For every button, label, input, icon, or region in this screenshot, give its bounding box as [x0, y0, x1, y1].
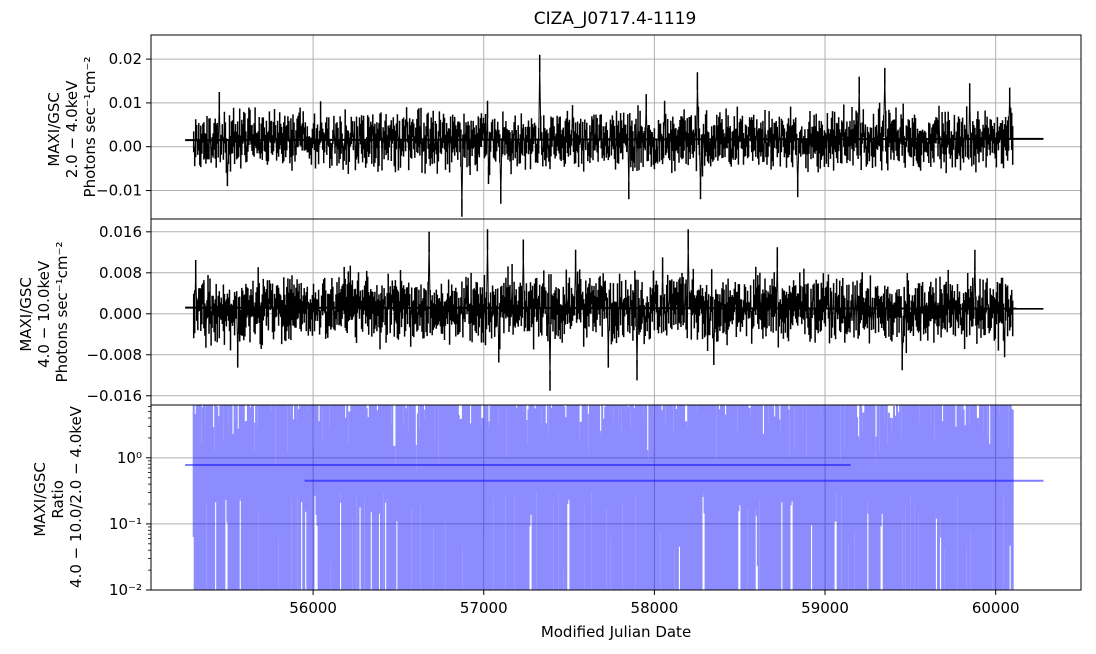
x-tick-label-0: 56000 — [289, 599, 337, 617]
x-tick-label-2: 58000 — [631, 599, 679, 617]
x-tick-label-1: 57000 — [460, 599, 508, 617]
x-tick-label-4: 60000 — [972, 599, 1020, 617]
panel-soft-y-ticks: 0.02 0.01 0.00 −0.01 — [96, 50, 151, 200]
chart-title: CIZA_J0717.4-1119 — [534, 9, 697, 29]
panel-soft-band: 0.02 0.01 0.00 −0.01 MAXI/GSC 2.0 − 4.0keV … — [45, 34, 1082, 220]
x-axis-ticks: 56000 57000 58000 59000 60000 — [289, 590, 1020, 617]
panel-hard-ytick-label-4: −0.016 — [86, 387, 142, 405]
panel-ratio-ylabel-line-3: 4.0 − 10.0/2.0 − 4.0keV — [67, 405, 85, 588]
panel-soft-error-bars — [192, 54, 1014, 217]
x-axis-label: Modified Julian Date — [541, 623, 691, 641]
panel-soft-ylabel: MAXI/GSC 2.0 − 4.0keV Photons sec⁻¹cm⁻² — [45, 57, 99, 198]
panel-soft-ytick-label-2: 0.00 — [109, 138, 142, 156]
panel-hard-ylabel: MAXI/GSC 4.0 − 10.0keV Photons sec⁻¹cm⁻² — [17, 242, 71, 383]
panel-hard-ytick-label-2: 0.000 — [99, 305, 142, 323]
panel-hard-ytick-label-1: 0.008 — [99, 264, 142, 282]
panel-ratio-y-ticks: 10⁰ 10⁻¹ 10⁻² — [109, 406, 151, 599]
panel-hardness-ratio: 10⁰ 10⁻¹ 10⁻² MAXI/GSC Ratio 4.0 − 10.0/2.… — [31, 404, 1082, 599]
panel-soft-mean-line — [185, 137, 1044, 142]
panel-soft-ytick-label-0: 0.02 — [109, 50, 142, 68]
panel-ratio-error-bars — [192, 405, 1014, 590]
panel-ratio-ytick-label-0: 10⁰ — [117, 449, 142, 467]
panel-ratio-series — [185, 405, 1044, 590]
panel-hard-series — [185, 229, 1044, 391]
panel-soft-ytick-label-1: 0.01 — [109, 94, 142, 112]
panel-hard-error-bars — [192, 229, 1014, 391]
panel-hard-ytick-label-0: 0.016 — [99, 223, 142, 241]
panel-ratio-frame — [150, 404, 1082, 591]
panel-ratio-ytick-label-1: 10⁻¹ — [109, 515, 142, 533]
panel-soft-ylabel-line-1: MAXI/GSC — [45, 92, 63, 167]
panel-hard-y-ticks: 0.016 0.008 0.000 −0.008 −0.016 — [86, 223, 151, 405]
panel-hard-ylabel-line-1: MAXI/GSC — [17, 277, 35, 352]
panel-hard-ytick-label-3: −0.008 — [86, 346, 142, 364]
panel-hard-mean-line — [185, 306, 1044, 310]
x-tick-label-3: 59000 — [801, 599, 849, 617]
panel-soft-ylabel-line-3: Photons sec⁻¹cm⁻² — [81, 57, 99, 198]
panel-hard-ylabel-line-2: 4.0 − 10.0keV — [35, 260, 53, 368]
panel-ratio-ytick-label-2: 10⁻² — [109, 581, 142, 599]
panel-soft-ylabel-line-2: 2.0 − 4.0keV — [63, 80, 81, 178]
panel-ratio-ylabel-line-1: MAXI/GSC — [31, 462, 49, 537]
panel-ratio-ylabel-line-2: Ratio — [49, 480, 67, 519]
panel-hard-band: 0.016 0.008 0.000 −0.008 −0.016 MAXI/GSC 4.0… — [17, 218, 1082, 406]
panel-soft-series — [185, 54, 1044, 217]
panel-ratio-ylabel: MAXI/GSC Ratio 4.0 − 10.0/2.0 − 4.0keV — [31, 405, 85, 588]
panel-soft-ytick-label-3: −0.01 — [96, 182, 142, 200]
panel-hard-ylabel-line-3: Photons sec⁻¹cm⁻² — [53, 242, 71, 383]
